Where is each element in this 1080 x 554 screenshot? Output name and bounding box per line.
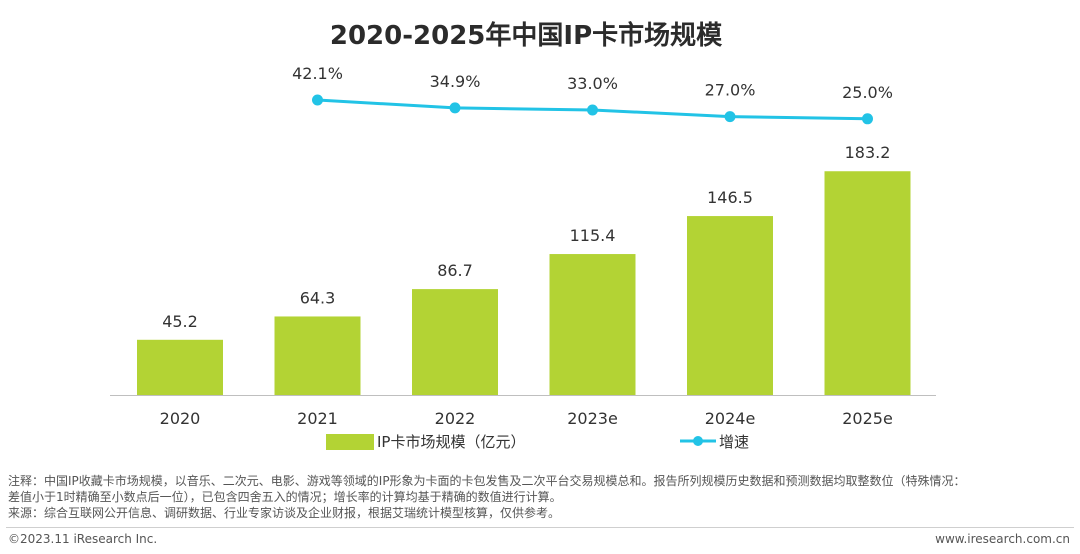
bar-value-label-2024e: 146.5 [707, 188, 753, 207]
bar-2024e [687, 216, 773, 395]
footer-divider [6, 527, 1074, 528]
bar-value-label-2021: 64.3 [300, 288, 336, 307]
bar-value-label-2022: 86.7 [437, 261, 473, 280]
x-tick-label-2024e: 2024e [705, 409, 756, 428]
bar-value-label-2020: 45.2 [162, 312, 198, 331]
legend-line-marker [693, 436, 703, 446]
growth-point-2023e [587, 104, 598, 116]
note-line-1: 注释：中国IP收藏卡市场规模，以音乐、二次元、电影、游戏等领域的IP形象为卡面的… [8, 474, 966, 488]
growth-point-2022 [449, 102, 461, 114]
growth-point-2025e [862, 113, 873, 125]
growth-label-2021: 42.1% [292, 64, 343, 83]
legend-line-label: 增速 [719, 433, 749, 451]
x-tick-label-2020: 2020 [160, 409, 201, 428]
growth-label-2025e: 25.0% [842, 83, 893, 102]
growth-point-2021 [312, 94, 323, 106]
bar-value-label-2025e: 183.2 [845, 143, 891, 162]
website-url: www.iresearch.com.cn [935, 532, 1070, 546]
bar-2023e [549, 254, 636, 395]
growth-label-2022: 34.9% [430, 72, 481, 91]
chart: 2020-2025年中国IP卡市场规模 45.2 64.3 86.7 115.4 146… [110, 20, 936, 451]
x-tick-label-2025e: 2025e [842, 409, 893, 428]
notes: 注释：中国IP收藏卡市场规模，以音乐、二次元、电影、游戏等领域的IP形象为卡面的… [8, 473, 1072, 521]
x-tick-label-2023e: 2023e [567, 409, 618, 428]
legend: IP卡市场规模（亿元） 增速 [326, 433, 749, 451]
x-tick-label-2022: 2022 [435, 409, 476, 428]
bar-2021 [274, 316, 361, 395]
growth-label-2023e: 33.0% [567, 74, 618, 93]
source-line: 来源：综合互联网公开信息、调研数据、行业专家访谈及企业财报，根据艾瑞统计模型核算… [8, 506, 561, 520]
copyright: ©2023.11 iResearch Inc. [8, 532, 158, 546]
bar-2022 [412, 289, 498, 395]
note-line-2: 差值小于1时精确至小数点后一位），已包含四舍五入的情况；增长率的计算均基于精确的… [8, 490, 562, 504]
bar-value-label-2023e: 115.4 [570, 226, 616, 245]
growth-label-2024e: 27.0% [705, 81, 756, 100]
x-tick-label-2021: 2021 [297, 409, 338, 428]
growth-point-2024e [724, 111, 736, 123]
bars-layer: 45.2 64.3 86.7 115.4 146.5 183.2 [137, 143, 911, 395]
legend-bar-label: IP卡市场规模（亿元） [377, 433, 525, 451]
growth-line-layer: 42.1% 34.9% 33.0% 27.0% 25.0% [292, 64, 893, 125]
bar-2025e [824, 171, 911, 395]
x-axis-ticks: 2020 2021 2022 2023e 2024e 2025e [160, 409, 893, 428]
legend-bar-swatch [326, 434, 374, 450]
chart-title: 2020-2025年中国IP卡市场规模 [330, 20, 723, 51]
bar-2020 [137, 339, 223, 395]
